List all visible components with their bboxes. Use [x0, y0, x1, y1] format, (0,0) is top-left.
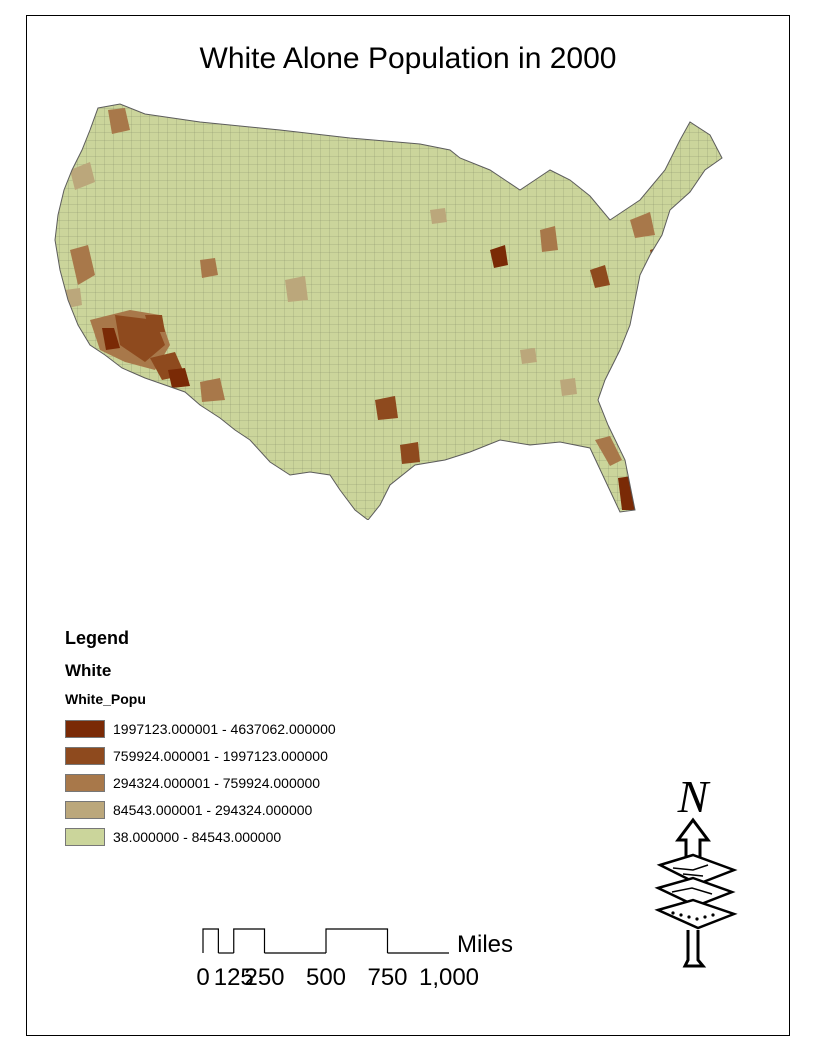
scale-bar-tick-label: 500	[306, 964, 346, 991]
north-arrow-icon: N	[654, 771, 738, 968]
legend-class-label: 1997123.000001 - 4637062.000000	[113, 720, 336, 737]
legend-class-row: 759924.000001 - 1997123.000000	[65, 742, 336, 769]
legend-class-row: 38.000000 - 84543.000000	[65, 823, 336, 850]
north-label: N	[677, 771, 711, 822]
us-county-map	[54, 103, 723, 520]
scale-bar-tick-label: 750	[367, 964, 407, 991]
scale-bar-tick-label: 0	[196, 964, 209, 991]
scale-bar-tick-label: 125	[214, 964, 254, 991]
legend-class-label: 759924.000001 - 1997123.000000	[113, 747, 328, 764]
legend-swatch	[65, 773, 105, 792]
legend-class-label: 294324.000001 - 759924.000000	[113, 774, 321, 791]
map-legend: Legend White White_Popu 1997123.000001 -…	[65, 628, 336, 850]
scale-bar-segment	[202, 928, 219, 953]
legend-class-row: 1997123.000001 - 4637062.000000	[65, 715, 336, 742]
legend-class-label: 38.000000 - 84543.000000	[113, 828, 282, 845]
legend-title: Legend	[65, 628, 130, 648]
legend-field-name: White_Popu	[65, 691, 146, 707]
scale-bar-tick-label: 250	[244, 964, 284, 991]
map-title: White Alone Population in 2000	[199, 42, 617, 75]
map-layout-frame	[26, 15, 790, 1036]
scale-bar-segment	[325, 928, 389, 953]
scale-bar-segment	[233, 928, 266, 953]
legend-class-label: 84543.000001 - 294324.000000	[113, 801, 313, 818]
legend-class-row: 84543.000001 - 294324.000000	[65, 796, 336, 823]
legend-layer-name: White	[65, 661, 112, 680]
legend-class-row: 294324.000001 - 759924.000000	[65, 769, 336, 796]
scale-bar-segments	[202, 928, 449, 954]
scale-bar-tick-label: 1,000	[419, 964, 479, 991]
legend-swatch	[65, 719, 105, 738]
scale-bar-unit: Miles	[457, 931, 513, 958]
legend-swatch	[65, 746, 105, 765]
legend-swatch	[65, 800, 105, 819]
legend-swatch	[65, 827, 105, 846]
